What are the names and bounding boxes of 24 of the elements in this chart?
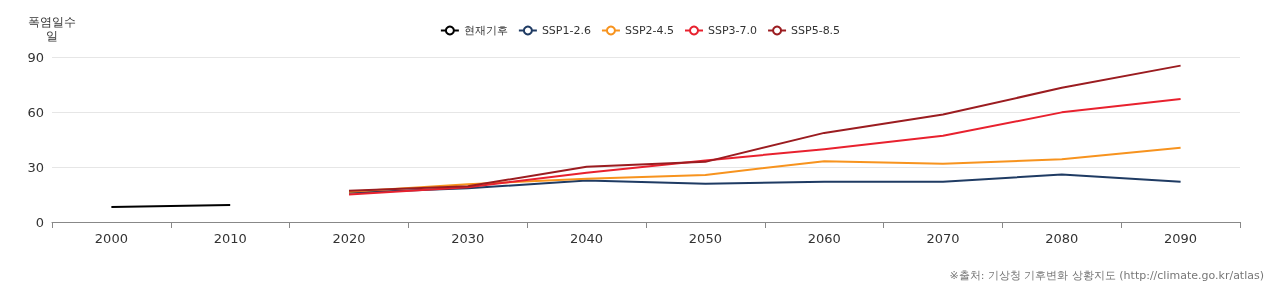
x-tick-label: 2040 <box>570 231 604 246</box>
legend-label: SSP5-8.5 <box>791 24 841 37</box>
legend-label: SSP3-7.0 <box>708 24 758 37</box>
legend-label: 현재기후 <box>463 24 508 37</box>
x-tick-label: 2070 <box>926 231 960 246</box>
x-tick-label: 2090 <box>1164 231 1198 246</box>
x-tick-label: 2030 <box>451 231 485 246</box>
y-tick-label: 0 <box>35 214 44 230</box>
y-tick-label: 60 <box>27 104 44 120</box>
legend-label: SSP1-2.6 <box>541 24 591 37</box>
line-series <box>348 146 1182 193</box>
line-series <box>348 64 1182 192</box>
x-tick-label: 2000 <box>94 231 128 246</box>
x-tick-label: 2060 <box>807 231 841 246</box>
line-series <box>348 97 1182 196</box>
x-tick-label: 2010 <box>213 231 247 246</box>
x-tick-label: 2080 <box>1045 231 1079 246</box>
legend-label: SSP2-4.5 <box>624 24 674 37</box>
y-axis-title: 폭염일수 일 <box>28 15 76 43</box>
y-tick-label: 90 <box>27 49 44 65</box>
text: ※출처: 기상청 기후변화 상황지도 (http://climate.go.kr/atlas) <box>949 269 1265 282</box>
y-tick-label: 30 <box>27 159 44 175</box>
x-tick-label: 2020 <box>332 231 366 246</box>
x-tick-label: 2050 <box>688 231 722 246</box>
